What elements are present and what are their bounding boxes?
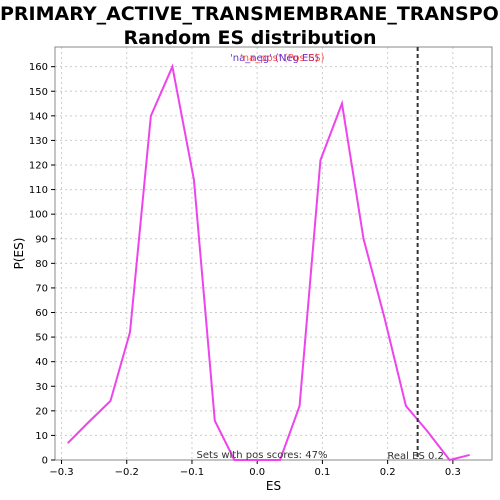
data-point-0-17: [425, 429, 428, 432]
y-tick-label-0: 0: [42, 456, 48, 467]
data-point-0-2: [109, 400, 112, 402]
data-point-0-3: [129, 331, 131, 333]
y-tick-label-14: 140: [29, 111, 48, 122]
pos-scores-annotation: Sets with pos scores: 47%: [197, 450, 328, 461]
data-point-0-18: [448, 459, 451, 461]
y-tick-label-7: 70: [35, 283, 48, 294]
annotations: Real ES 0.2 Sets with pos scores: 47% 'na_…: [197, 47, 444, 462]
data-point-0-0: [67, 441, 69, 444]
y-axis-label: P(ES): [12, 238, 26, 270]
y-tick-label-9: 90: [35, 234, 48, 245]
data-point-0-16: [405, 405, 407, 407]
y-tick-label-2: 20: [35, 406, 48, 417]
x-axis-label: ES: [266, 479, 281, 493]
data-point-0-7: [213, 419, 216, 422]
data-point-0-6: [193, 178, 195, 181]
series-line-0: [67, 63, 470, 462]
legend-neg: 'na_neg' (Neg ES): [230, 53, 319, 64]
data-point-0-14: [362, 237, 365, 240]
data-point-0-19: [468, 454, 470, 456]
y-tick-label-5: 50: [35, 333, 48, 344]
data-point-0-1: [86, 422, 89, 424]
data-point-0-4: [150, 115, 152, 117]
x-tick-label-6: 0.3: [445, 467, 461, 478]
y-tick-label-13: 130: [29, 136, 48, 147]
axes: −0.3 −0.2 −0.1 0.0 0.1 0.2 0.3 0 10 20 30 40 50 60 70 8…: [12, 46, 493, 493]
x-tick-label-2: −0.1: [180, 467, 204, 478]
x-tick-label-3: 0.0: [249, 467, 265, 478]
data-point-0-10: [279, 459, 281, 461]
y-tick-label-6: 60: [35, 308, 48, 319]
y-tick-label-15: 150: [29, 87, 48, 98]
grid: [55, 47, 492, 461]
y-tick-label-1: 10: [35, 431, 48, 442]
real-es-label: Real ES 0.2: [387, 451, 443, 462]
chart-title: PRIMARY_ACTIVE_TRANSMEMBRANE_TRANSPORTER…: [0, 3, 500, 49]
y-tick-label-12: 120: [29, 161, 48, 172]
series: [67, 63, 470, 462]
x-tick-label-5: 0.2: [380, 467, 396, 478]
y-tick-label-16: 160: [29, 62, 48, 73]
data-point-0-12: [319, 159, 322, 161]
x-tick-label-1: −0.2: [115, 467, 139, 478]
data-point-0-5: [171, 65, 174, 68]
data-point-0-13: [341, 102, 343, 105]
data-point-0-9: [256, 459, 258, 461]
data-point-0-11: [298, 405, 301, 407]
data-point-0-8: [233, 459, 236, 461]
y-tick-label-11: 110: [29, 185, 48, 196]
y-tick-label-10: 100: [29, 210, 48, 221]
data-point-0-15: [383, 316, 386, 319]
x-tick-label-4: 0.1: [314, 467, 330, 478]
y-tick-label-3: 30: [35, 382, 48, 393]
y-tick-label-4: 40: [35, 357, 48, 368]
plot-frame: [54, 46, 493, 461]
y-tick-label-8: 80: [35, 259, 48, 270]
legend-pos: 'na_pos' (Pos ES): [240, 53, 325, 64]
x-tick-label-0: −0.3: [49, 467, 73, 478]
